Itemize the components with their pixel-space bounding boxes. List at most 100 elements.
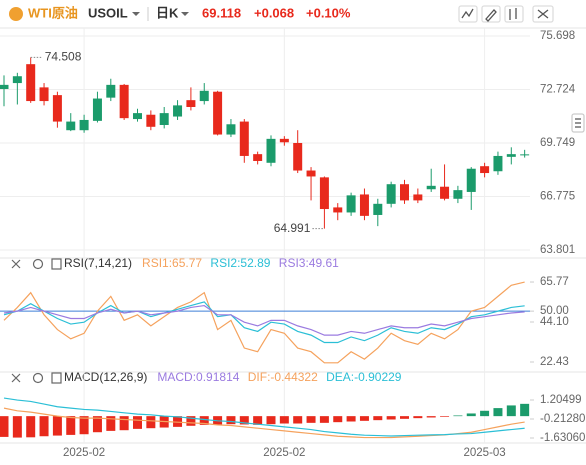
candle-body xyxy=(279,138,289,143)
candle-body xyxy=(26,64,36,102)
macd-bar xyxy=(186,416,196,426)
candle-body xyxy=(159,113,169,125)
macd-bar xyxy=(520,403,530,417)
macd-bar xyxy=(253,416,263,425)
fullscreen-icon xyxy=(537,9,549,19)
macd-bar xyxy=(12,416,22,438)
y-tick-label: 75.698 xyxy=(540,30,575,42)
y-tick-label: 22.43 xyxy=(540,356,569,368)
candle-body xyxy=(239,121,249,156)
macd-bar xyxy=(453,415,463,417)
macd-bar xyxy=(279,416,289,424)
y-tick-label: 69.749 xyxy=(540,137,575,149)
toolbar xyxy=(458,5,585,133)
y-tick-label: 65.77 xyxy=(540,276,569,288)
dropdown-arrow[interactable] xyxy=(181,12,189,16)
macd-bar xyxy=(386,416,396,420)
macd-bar xyxy=(373,416,383,421)
macd-bar xyxy=(52,416,62,436)
candle-body xyxy=(133,113,142,120)
low-marker: 64.991 xyxy=(274,221,311,235)
candle-body xyxy=(253,154,263,161)
y-tick-label: 72.724 xyxy=(540,84,576,96)
y-tick-label: 66.775 xyxy=(540,191,575,203)
candle-body xyxy=(66,121,76,131)
macd-bar xyxy=(173,416,183,427)
candle-body xyxy=(199,90,209,102)
series-line xyxy=(3,301,525,344)
macd-bar xyxy=(133,416,142,429)
legend-entry: DEA:-0.90229 xyxy=(326,370,402,384)
y-tick-label: 50.00 xyxy=(540,305,569,317)
close-icon[interactable] xyxy=(11,259,21,269)
top-bar xyxy=(0,0,586,28)
candle-body xyxy=(293,142,303,171)
candle-body xyxy=(493,155,503,172)
macd-bar xyxy=(106,416,116,431)
legend-entry: RSI2:52.89 xyxy=(210,256,270,270)
macd-bar xyxy=(440,416,450,417)
macd-bar xyxy=(346,416,356,422)
candle-body xyxy=(359,194,369,216)
macd-bar xyxy=(79,416,89,435)
legend-entry: MACD:0.91814 xyxy=(157,370,239,384)
candle-body xyxy=(520,154,530,156)
panel-icon[interactable] xyxy=(51,258,62,270)
panel-title: RSI(7,14,21) xyxy=(64,256,132,270)
draw-button[interactable] xyxy=(481,5,501,23)
candle-body xyxy=(413,194,423,201)
legend-entry: DIF:-0.44322 xyxy=(248,370,318,384)
legend-entry: RSI1:65.77 xyxy=(142,256,202,270)
change-percent: +0.10% xyxy=(306,5,351,20)
macd-bar xyxy=(319,416,329,423)
candle-body xyxy=(106,84,116,98)
macd-bar xyxy=(413,416,423,419)
macd-bar xyxy=(0,416,9,437)
candle-body xyxy=(373,203,383,215)
macd-bar xyxy=(39,416,49,437)
y-tick-label: 44.10 xyxy=(540,316,569,328)
macd-bar xyxy=(239,416,249,425)
series-line xyxy=(3,304,525,336)
y-tick-label: -1.63060 xyxy=(540,432,585,444)
macd-bar xyxy=(426,416,436,418)
dropdown-arrow[interactable] xyxy=(132,12,140,16)
price: 69.118 xyxy=(202,5,241,20)
series-line xyxy=(3,397,525,437)
fullscreen-button[interactable] xyxy=(532,5,554,23)
close-icon[interactable] xyxy=(11,373,21,383)
candle-body xyxy=(213,91,223,135)
macd-bar xyxy=(293,416,303,424)
panel-icon[interactable] xyxy=(51,372,62,384)
candle-body xyxy=(333,207,343,213)
y-tick-label: -0.21280 xyxy=(540,413,585,425)
indicator-icon xyxy=(461,8,474,19)
x-tick-label: 2025-03 xyxy=(463,447,505,459)
candle-body xyxy=(119,84,129,119)
candle-body xyxy=(453,190,463,199)
side-icon xyxy=(575,118,581,128)
macd-bar xyxy=(493,408,503,417)
candle-body xyxy=(480,166,490,174)
panel-title: MACD(12,26,9) xyxy=(64,370,147,384)
candle-icon xyxy=(509,8,517,20)
period-selector[interactable]: 日K xyxy=(156,5,179,20)
candle-body xyxy=(12,76,22,84)
symbol-icon xyxy=(9,7,23,21)
symbol-selector[interactable]: USOIL xyxy=(88,5,128,20)
candle-button[interactable] xyxy=(504,5,524,23)
candle-body xyxy=(52,95,62,122)
side-button[interactable] xyxy=(571,113,585,133)
draw-icon xyxy=(485,9,497,22)
settings-icon[interactable] xyxy=(32,372,44,384)
macd-bar xyxy=(146,416,156,429)
candle-body xyxy=(186,100,196,107)
candle-body xyxy=(79,119,89,131)
candle-body xyxy=(319,177,329,210)
settings-icon[interactable] xyxy=(32,258,44,270)
legend-entry: RSI3:49.61 xyxy=(279,256,339,270)
indicator-button[interactable] xyxy=(458,5,478,23)
macd-bar xyxy=(226,416,236,425)
